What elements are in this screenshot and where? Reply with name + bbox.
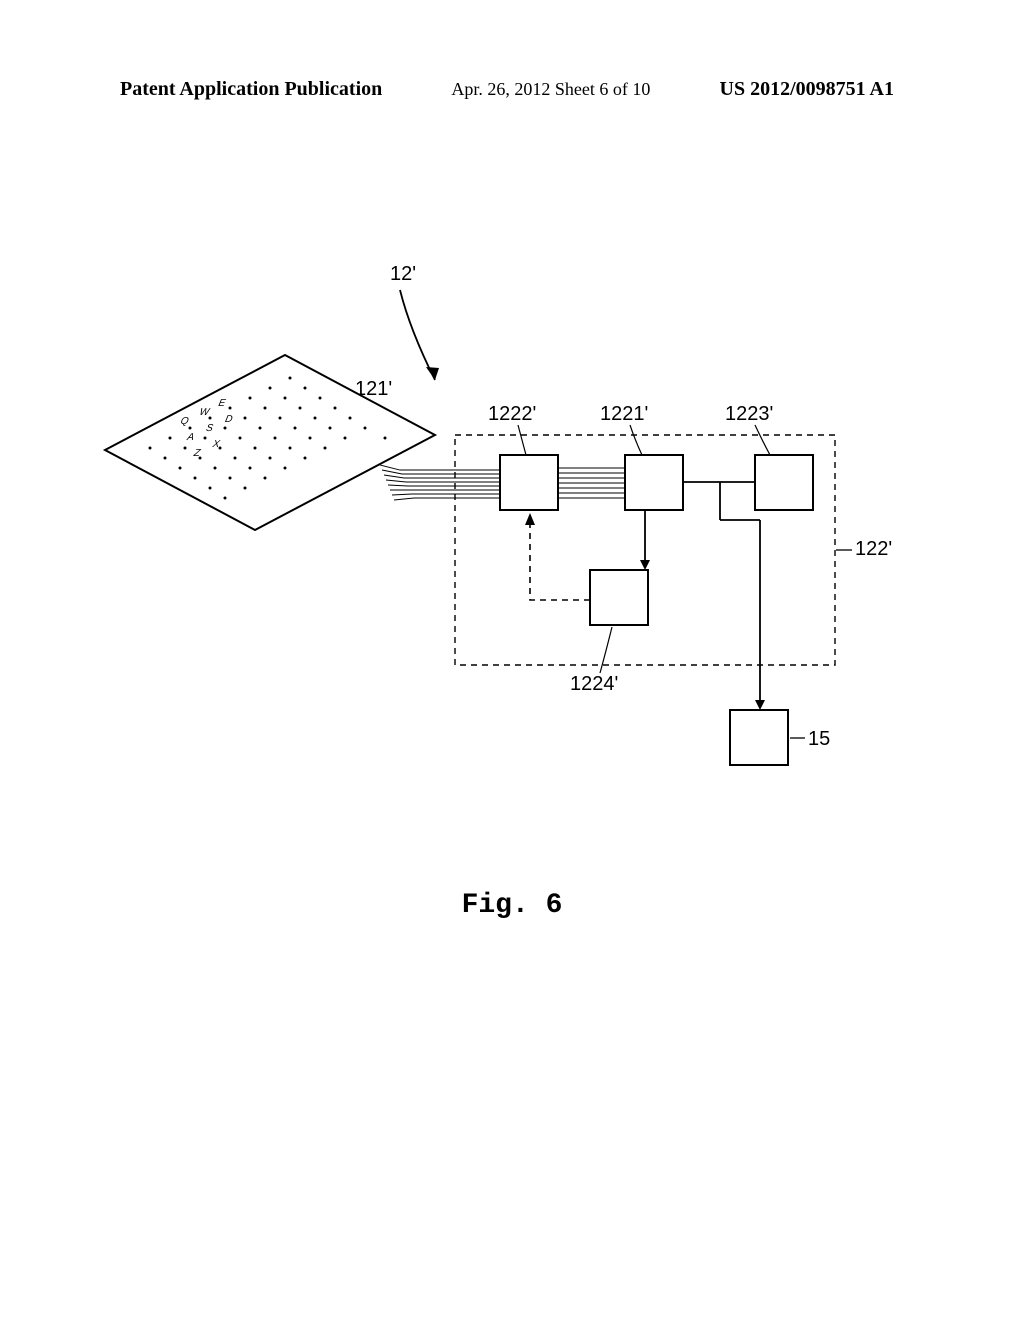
- leader-1223: [755, 425, 770, 455]
- label-122: 122': [855, 538, 892, 560]
- block-15: [730, 710, 788, 765]
- arrow-12-head: [426, 367, 439, 380]
- header-date-sheet: Apr. 26, 2012 Sheet 6 of 10: [451, 79, 650, 100]
- dashed-feedback-head: [525, 513, 535, 525]
- arrow-12-curve: [400, 290, 435, 380]
- label-1224: 1224': [570, 673, 618, 695]
- header-patent-number: US 2012/0098751 A1: [720, 78, 894, 101]
- bus-1222-1221: [558, 468, 625, 498]
- arrow-to-15-head: [755, 700, 765, 710]
- label-1222: 1222': [488, 403, 536, 425]
- label-15: 15: [808, 728, 830, 750]
- label-1221: 1221': [600, 403, 648, 425]
- block-1223: [755, 455, 813, 510]
- label-12: 12': [390, 263, 416, 285]
- block-1221: [625, 455, 683, 510]
- figure-6: 12' 121': [100, 260, 920, 820]
- block-1224: [590, 570, 648, 625]
- block-1222: [500, 455, 558, 510]
- figure-svg: 12' 121': [100, 260, 920, 820]
- label-1223: 1223': [725, 403, 773, 425]
- arrow-1221-1224-head: [640, 560, 650, 570]
- header-publication: Patent Application Publication: [120, 78, 382, 101]
- dashed-feedback: [530, 520, 590, 600]
- leader-1221: [630, 425, 642, 455]
- figure-caption: Fig. 6: [0, 890, 1024, 921]
- leader-1224: [600, 627, 612, 673]
- ribbon-cable: [380, 465, 500, 500]
- leader-1222: [518, 425, 526, 455]
